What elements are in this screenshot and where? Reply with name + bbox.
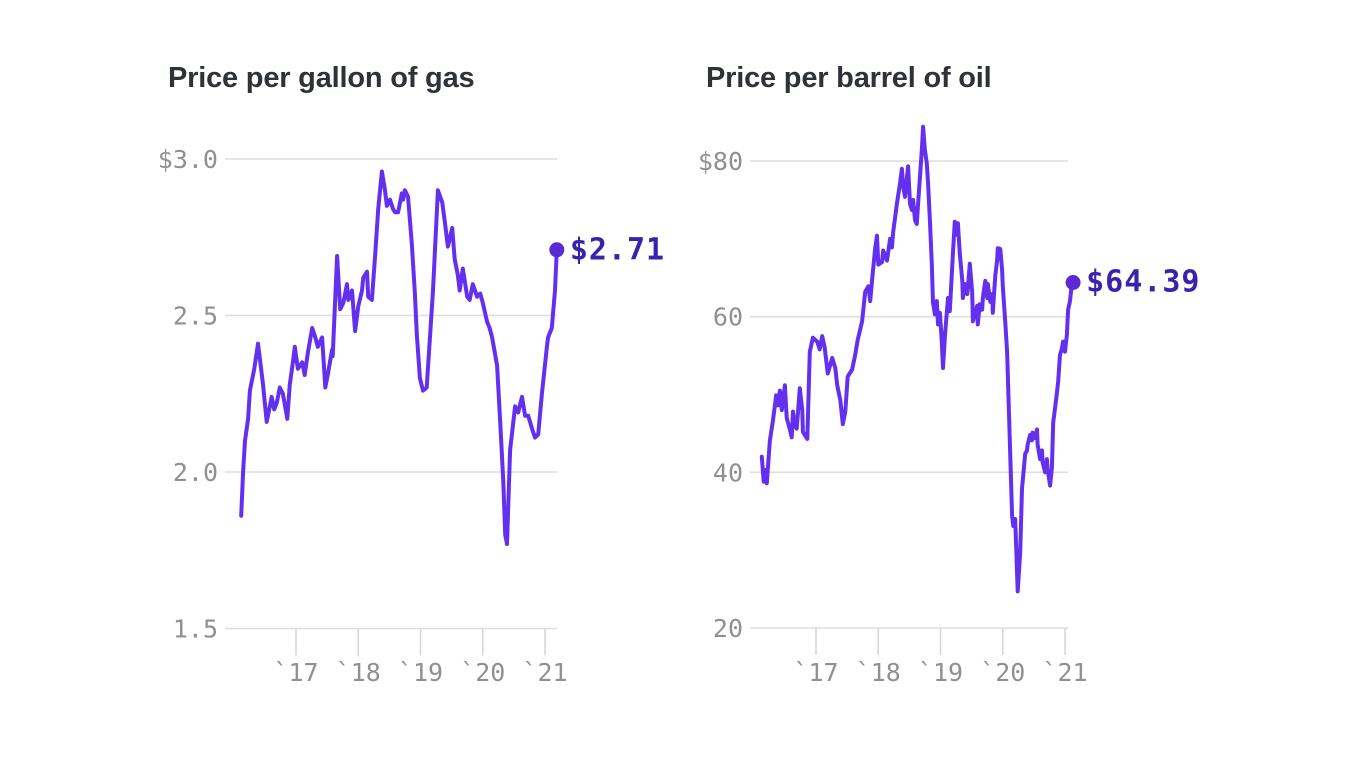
- x-tick-label: `18: [856, 658, 901, 687]
- x-tick-label: `20: [460, 658, 505, 687]
- y-tick-label: 2.5: [173, 302, 218, 331]
- oil-price-line: [759, 124, 1076, 594]
- x-tick-label: `21: [1042, 658, 1087, 687]
- y-tick-label: 2.0: [173, 458, 218, 487]
- oil-chart-title: Price per barrel of oil: [706, 62, 992, 94]
- x-tick-label: `21: [522, 658, 567, 687]
- x-tick-label: `18: [336, 658, 381, 687]
- x-tick-label: `17: [273, 658, 318, 687]
- y-tick-label: 1.5: [173, 615, 218, 644]
- gas-chart-title: Price per gallon of gas: [168, 62, 475, 94]
- y-tick-label: $80: [698, 147, 743, 176]
- y-tick-label: 20: [713, 614, 743, 643]
- latest-value-dot: [1065, 274, 1081, 290]
- x-tick-label: `19: [398, 658, 443, 687]
- oil-latest-value-label: $64.39: [1086, 264, 1201, 300]
- y-tick-label: $3.0: [158, 145, 218, 174]
- y-tick-label: 40: [713, 458, 743, 487]
- latest-value-dot: [549, 242, 565, 258]
- y-tick-label: 60: [713, 303, 743, 332]
- x-tick-label: `20: [980, 658, 1025, 687]
- gas-latest-value-label: $2.71: [569, 232, 666, 268]
- x-tick-label: `19: [918, 658, 963, 687]
- gas-price-line: [239, 169, 559, 546]
- x-tick-label: `17: [793, 658, 838, 687]
